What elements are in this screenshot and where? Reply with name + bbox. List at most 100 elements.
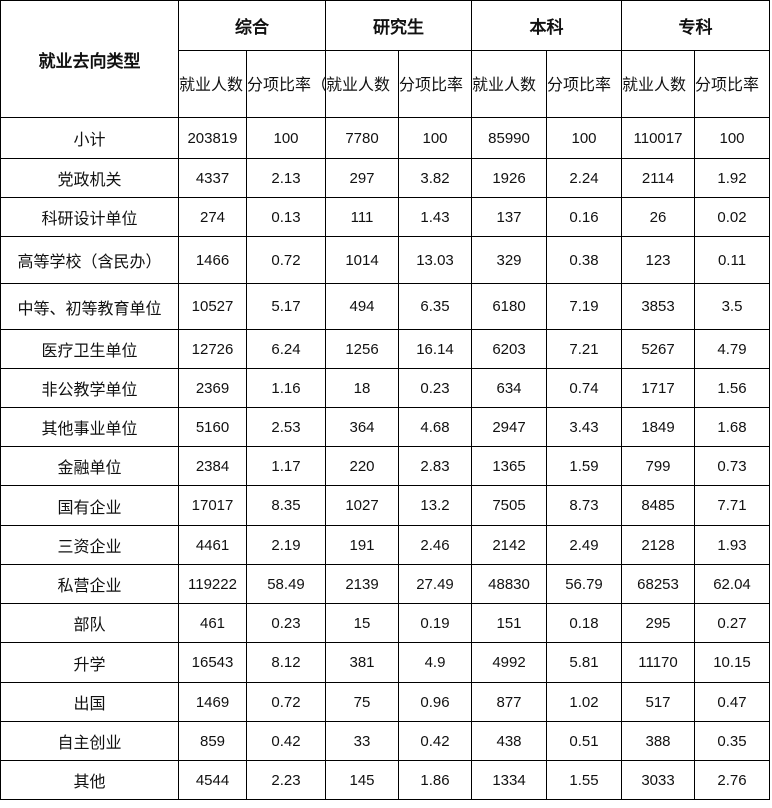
cell-ratio: 0.51 [546, 721, 622, 761]
table-row: 三资企业 4461 2.19 191 2.46 2142 2.49 2128 1.93 [0, 525, 770, 565]
cell-ratio: 8.35 [246, 485, 326, 526]
cell-count: 7780 [325, 117, 399, 159]
sub-header-count: 就业人数（人） [471, 50, 547, 118]
cell-count: 6180 [471, 283, 547, 330]
cell-ratio: 4.68 [398, 407, 472, 447]
cell-ratio: 1.93 [694, 525, 770, 565]
cell-ratio: 2.19 [246, 525, 326, 565]
cell-ratio: 13.03 [398, 236, 472, 284]
sub-header-ratio: 分项比率（%） [398, 50, 472, 118]
cell-count: 634 [471, 368, 547, 408]
table-row: 升学 16543 8.12 381 4.9 4992 5.81 11170 10.15 [0, 642, 770, 683]
cell-count: 10527 [178, 283, 247, 330]
cell-count: 11170 [621, 642, 695, 683]
cell-count: 123 [621, 236, 695, 284]
cell-ratio: 4.79 [694, 329, 770, 369]
cell-count: 6203 [471, 329, 547, 369]
sub-header-ratio: 分项比率（%） [546, 50, 622, 118]
cell-count: 297 [325, 158, 399, 198]
cell-count: 1027 [325, 485, 399, 526]
cell-ratio: 3.82 [398, 158, 472, 198]
cell-count: 145 [325, 760, 399, 800]
sub-header-ratio: 分项比率（%） [246, 50, 326, 118]
cell-ratio: 58.49 [246, 564, 326, 604]
row-label: 科研设计单位 [0, 197, 179, 237]
cell-ratio: 7.19 [546, 283, 622, 330]
cell-count: 191 [325, 525, 399, 565]
cell-ratio: 2.49 [546, 525, 622, 565]
cell-ratio: 7.21 [546, 329, 622, 369]
cell-ratio: 5.17 [246, 283, 326, 330]
cell-ratio: 2.53 [246, 407, 326, 447]
sub-header-count: 就业人数（人） [621, 50, 695, 118]
row-label: 高等学校（含民办） [0, 236, 179, 284]
cell-ratio: 0.47 [694, 682, 770, 722]
table-row: 中等、初等教育单位 10527 5.17 494 6.35 6180 7.19 3853 3.5 [0, 283, 770, 330]
cell-ratio: 0.19 [398, 603, 472, 643]
cell-count: 119222 [178, 564, 247, 604]
cell-ratio: 3.43 [546, 407, 622, 447]
cell-ratio: 0.73 [694, 446, 770, 486]
cell-ratio: 8.73 [546, 485, 622, 526]
cell-ratio: 0.38 [546, 236, 622, 284]
cell-ratio: 2.23 [246, 760, 326, 800]
cell-ratio: 0.72 [246, 236, 326, 284]
row-label: 部队 [0, 603, 179, 643]
cell-ratio: 7.71 [694, 485, 770, 526]
cell-ratio: 1.43 [398, 197, 472, 237]
cell-count: 220 [325, 446, 399, 486]
cell-ratio: 1.16 [246, 368, 326, 408]
cell-count: 1256 [325, 329, 399, 369]
row-label: 非公教学单位 [0, 368, 179, 408]
cell-count: 3033 [621, 760, 695, 800]
cell-ratio: 0.74 [546, 368, 622, 408]
cell-ratio: 0.13 [246, 197, 326, 237]
cell-ratio: 0.23 [246, 603, 326, 643]
group-header-graduate: 研究生 [325, 0, 472, 51]
table-row: 其他 4544 2.23 145 1.86 1334 1.55 3033 2.76 [0, 760, 770, 800]
cell-count: 2369 [178, 368, 247, 408]
sub-header-row: 就业人数（人） 分项比率（%） 就业人数（人） 分项比率（%） 就业人数（人） … [1, 50, 770, 118]
cell-count: 5160 [178, 407, 247, 447]
cell-ratio: 100 [398, 117, 472, 159]
cell-count: 859 [178, 721, 247, 761]
cell-count: 18 [325, 368, 399, 408]
cell-ratio: 1.68 [694, 407, 770, 447]
group-header-overall: 综合 [178, 0, 326, 51]
row-label: 出国 [0, 682, 179, 722]
cell-count: 877 [471, 682, 547, 722]
table-row: 党政机关 4337 2.13 297 3.82 1926 2.24 2114 1.92 [0, 158, 770, 198]
cell-count: 7505 [471, 485, 547, 526]
table-row: 非公教学单位 2369 1.16 18 0.23 634 0.74 1717 1.56 [0, 368, 770, 408]
cell-ratio: 27.49 [398, 564, 472, 604]
sub-header-count: 就业人数（人） [325, 50, 399, 118]
cell-count: 364 [325, 407, 399, 447]
cell-count: 381 [325, 642, 399, 683]
cell-count: 2114 [621, 158, 695, 198]
group-header-row: 就业去向类型 综合 研究生 本科 专科 [0, 0, 770, 118]
cell-count: 8485 [621, 485, 695, 526]
cell-count: 12726 [178, 329, 247, 369]
table-row: 出国 1469 0.72 75 0.96 877 1.02 517 0.47 [0, 682, 770, 722]
table-row: 金融单位 2384 1.17 220 2.83 1365 1.59 799 0.73 [0, 446, 770, 486]
row-label: 其他 [0, 760, 179, 800]
cell-ratio: 1.56 [694, 368, 770, 408]
cell-count: 203819 [178, 117, 247, 159]
cell-count: 329 [471, 236, 547, 284]
group-header-associate: 专科 [621, 0, 770, 51]
cell-ratio: 0.11 [694, 236, 770, 284]
cell-count: 1469 [178, 682, 247, 722]
sub-header-ratio: 分项比率（%） [694, 50, 770, 118]
cell-count: 85990 [471, 117, 547, 159]
cell-ratio: 62.04 [694, 564, 770, 604]
cell-ratio: 0.42 [398, 721, 472, 761]
cell-count: 111 [325, 197, 399, 237]
cell-ratio: 2.76 [694, 760, 770, 800]
cell-ratio: 1.92 [694, 158, 770, 198]
cell-count: 799 [621, 446, 695, 486]
row-label: 金融单位 [0, 446, 179, 486]
cell-count: 33 [325, 721, 399, 761]
cell-count: 4337 [178, 158, 247, 198]
cell-count: 110017 [621, 117, 695, 159]
